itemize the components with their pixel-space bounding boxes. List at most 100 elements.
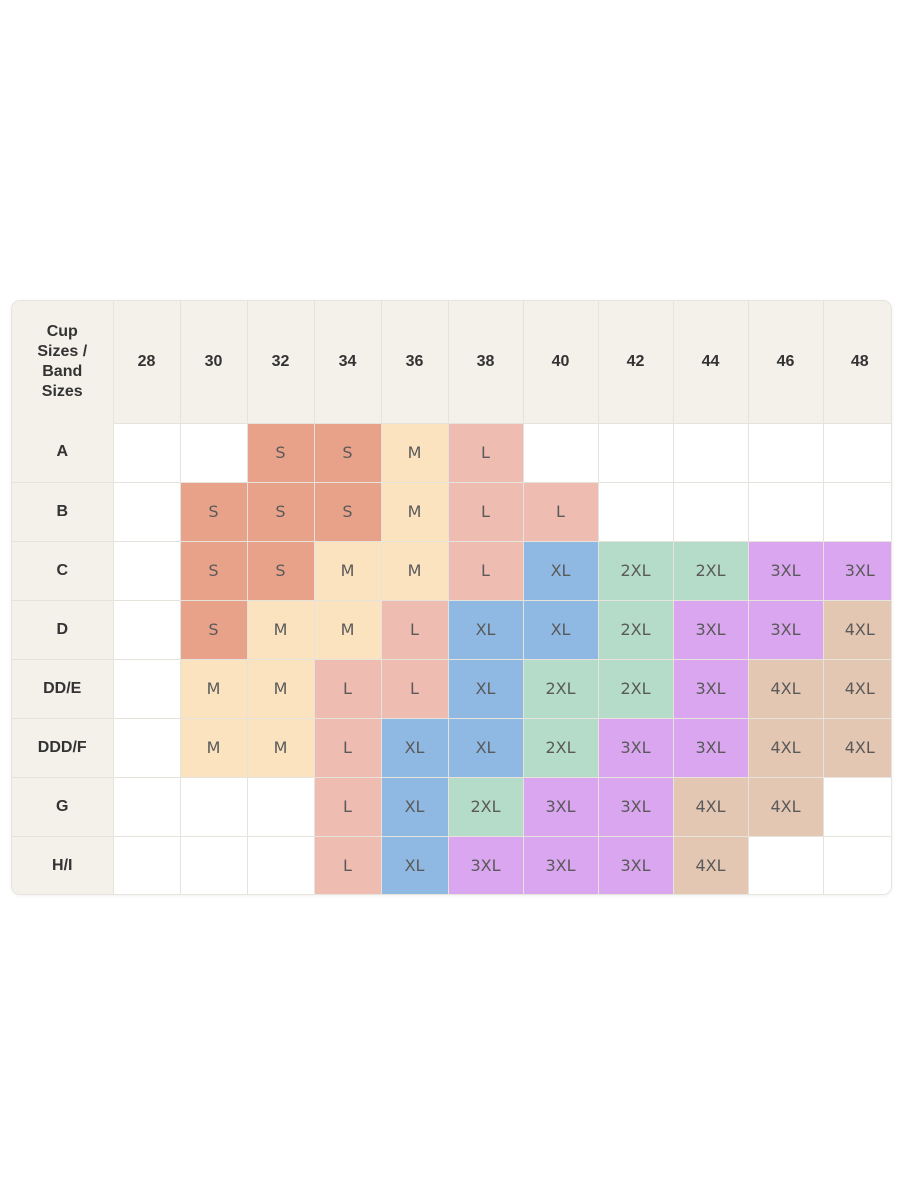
size-cell: [112, 540, 181, 601]
size-cell: 3XL: [522, 776, 599, 837]
size-cell: M: [246, 717, 315, 778]
band-size-header: 34: [313, 301, 382, 423]
cup-size-label: D: [12, 599, 114, 660]
size-cell: XL: [447, 599, 524, 660]
size-cell: [672, 481, 749, 542]
size-cell: 4XL: [822, 599, 891, 660]
band-size-header: 44: [672, 301, 749, 423]
size-cell: 3XL: [597, 835, 674, 894]
size-cell: [747, 422, 824, 483]
size-cell: M: [246, 599, 315, 660]
band-size-header: 28: [112, 301, 181, 423]
size-cell: M: [380, 422, 449, 483]
size-cell: [246, 776, 315, 837]
table-body: A S S M L B S S S M L L C S S M M L XL 2XL 2XL 3XL 3XL D S M M L XL X…: [12, 422, 891, 894]
size-cell: M: [179, 658, 248, 719]
size-cell: 3XL: [447, 835, 524, 894]
size-cell: [179, 835, 248, 894]
size-cell: M: [313, 599, 382, 660]
size-cell: [112, 717, 181, 778]
cup-size-label: DDD/F: [12, 717, 114, 778]
table-row: H/I L XL 3XL 3XL 3XL 4XL: [12, 835, 891, 894]
size-cell: 2XL: [522, 717, 599, 778]
size-cell: M: [179, 717, 248, 778]
size-cell: L: [313, 835, 382, 894]
size-cell: 3XL: [747, 540, 824, 601]
size-cell: S: [246, 422, 315, 483]
size-cell: [179, 776, 248, 837]
size-cell: [822, 481, 891, 542]
size-cell: [112, 776, 181, 837]
size-cell: XL: [380, 776, 449, 837]
band-size-header: 38: [447, 301, 524, 423]
size-cell: M: [246, 658, 315, 719]
size-cell: XL: [447, 717, 524, 778]
size-cell: 4XL: [822, 717, 891, 778]
size-cell: [747, 835, 824, 894]
size-cell: [112, 422, 181, 483]
size-cell: [822, 776, 891, 837]
size-cell: [522, 422, 599, 483]
table-row: DD/E M M L L XL 2XL 2XL 3XL 4XL 4XL: [12, 658, 891, 719]
size-cell: 4XL: [747, 776, 824, 837]
size-cell: [747, 481, 824, 542]
size-cell: S: [179, 481, 248, 542]
table-row: DDD/F M M L XL XL 2XL 3XL 3XL 4XL 4XL: [12, 717, 891, 778]
size-cell: S: [313, 422, 382, 483]
size-cell: 3XL: [597, 717, 674, 778]
cup-size-label: DD/E: [12, 658, 114, 719]
band-size-header: 46: [747, 301, 824, 423]
size-cell: 3XL: [672, 599, 749, 660]
size-cell: L: [447, 540, 524, 601]
size-cell: M: [313, 540, 382, 601]
size-cell: 2XL: [597, 540, 674, 601]
size-cell: 3XL: [597, 776, 674, 837]
size-cell: L: [380, 658, 449, 719]
table-row: C S S M M L XL 2XL 2XL 3XL 3XL: [12, 540, 891, 601]
size-cell: [597, 422, 674, 483]
size-cell: 3XL: [672, 658, 749, 719]
size-cell: S: [246, 481, 315, 542]
size-cell: 3XL: [522, 835, 599, 894]
size-cell: 3XL: [822, 540, 891, 601]
size-cell: [112, 481, 181, 542]
band-size-header: 32: [246, 301, 315, 423]
size-cell: L: [380, 599, 449, 660]
size-chart-table: Cup Sizes / Band Sizes 28 30 32 34 36 38 40 42 4…: [12, 301, 891, 894]
size-cell: 3XL: [672, 717, 749, 778]
size-cell: XL: [447, 658, 524, 719]
size-cell: [822, 422, 891, 483]
size-cell: XL: [380, 717, 449, 778]
size-cell: L: [447, 422, 524, 483]
size-cell: [179, 422, 248, 483]
size-cell: L: [313, 658, 382, 719]
size-cell: XL: [380, 835, 449, 894]
size-cell: L: [447, 481, 524, 542]
size-cell: S: [246, 540, 315, 601]
cup-size-label: A: [12, 423, 114, 483]
band-size-header: 36: [380, 301, 449, 423]
size-cell: 3XL: [747, 599, 824, 660]
size-cell: 4XL: [747, 717, 824, 778]
cup-size-label: H/I: [12, 835, 114, 894]
size-cell: 2XL: [597, 658, 674, 719]
size-cell: L: [313, 717, 382, 778]
table-row: G L XL 2XL 3XL 3XL 4XL 4XL: [12, 776, 891, 837]
cup-size-label: B: [12, 481, 114, 542]
size-cell: L: [313, 776, 382, 837]
size-cell: 4XL: [672, 835, 749, 894]
band-size-header: 48: [822, 301, 891, 423]
size-cell: S: [313, 481, 382, 542]
band-size-header: 30: [179, 301, 248, 423]
size-chart-card: Cup Sizes / Band Sizes 28 30 32 34 36 38 40 42 4…: [11, 300, 892, 895]
size-cell: [672, 422, 749, 483]
table-row: D S M M L XL XL 2XL 3XL 3XL 4XL: [12, 599, 891, 660]
size-cell: 2XL: [522, 658, 599, 719]
corner-label: Cup Sizes / Band Sizes: [12, 301, 114, 423]
size-cell: [597, 481, 674, 542]
size-cell: S: [179, 540, 248, 601]
size-cell: 2XL: [597, 599, 674, 660]
size-cell: L: [522, 481, 599, 542]
